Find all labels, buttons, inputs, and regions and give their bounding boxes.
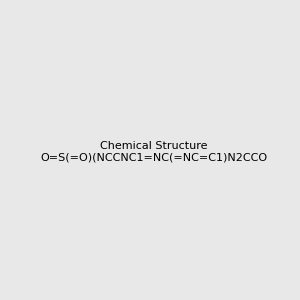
Text: Chemical Structure
O=S(=O)(NCCNC1=NC(=NC=C1)N2CCO: Chemical Structure O=S(=O)(NCCNC1=NC(=NC… — [40, 141, 267, 162]
